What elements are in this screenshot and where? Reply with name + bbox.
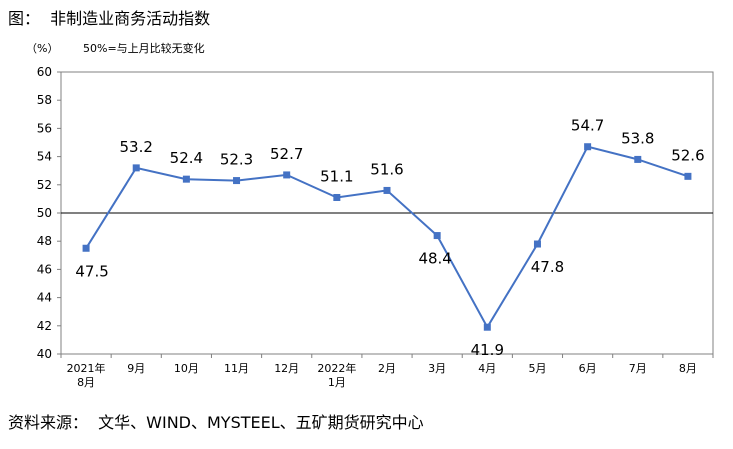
data-label: 54.7	[571, 117, 604, 135]
y-tick-label: 54	[37, 150, 52, 164]
x-tick-label: 8月	[679, 362, 697, 375]
data-point-marker	[233, 177, 241, 185]
data-label: 53.2	[120, 138, 153, 156]
data-label: 41.9	[471, 341, 504, 359]
y-tick-label: 50	[37, 206, 52, 220]
data-point-marker	[634, 155, 642, 163]
data-label: 52.7	[270, 145, 303, 163]
data-point-marker	[684, 172, 692, 180]
x-tick-label: 2月	[378, 362, 396, 375]
x-tick-label: 4月	[478, 362, 496, 375]
note-label: 50%=与上月比较无变化	[83, 41, 205, 55]
x-tick-label: 2021年 8月	[67, 361, 106, 389]
x-tick-label: 3月	[428, 362, 446, 375]
data-point-marker	[584, 143, 592, 151]
data-point-marker	[182, 175, 190, 183]
y-tick-label: 52	[37, 178, 52, 192]
data-label: 47.8	[531, 258, 564, 276]
data-label: 51.6	[370, 160, 403, 178]
data-point-marker	[383, 186, 391, 194]
data-point-marker	[433, 232, 441, 240]
data-point-marker	[132, 164, 140, 172]
data-label: 48.4	[418, 250, 451, 268]
y-tick-label: 58	[37, 93, 52, 107]
x-tick-label: 2022年 1月	[317, 361, 356, 389]
source-note: 资料来源： 文华、WIND、MYSTEEL、五矿期货研究中心	[8, 413, 424, 432]
data-point-marker	[483, 323, 491, 331]
y-tick-label: 40	[37, 347, 52, 361]
data-point-marker	[82, 244, 90, 252]
x-tick-label: 6月	[579, 362, 597, 375]
data-point-marker	[333, 193, 341, 201]
data-label: 51.1	[320, 167, 353, 185]
x-tick-label: 12月	[274, 362, 299, 375]
figure-title: 图： 非制造业商务活动指数	[8, 9, 211, 28]
x-tick-label: 5月	[528, 362, 546, 375]
y-tick-label: 60	[37, 65, 52, 79]
data-point-marker	[283, 171, 291, 179]
x-tick-label: 11月	[224, 362, 249, 375]
data-label: 47.5	[75, 262, 108, 280]
y-tick-label: 42	[37, 319, 52, 333]
data-label: 52.3	[220, 151, 253, 169]
y-tick-label: 44	[37, 291, 52, 305]
data-label: 52.4	[170, 149, 203, 167]
y-tick-label: 56	[37, 121, 52, 135]
y-tick-label: 46	[37, 262, 52, 276]
x-tick-label: 10月	[174, 362, 199, 375]
x-tick-label: 9月	[127, 362, 145, 375]
y-tick-label: 48	[37, 234, 52, 248]
x-tick-label: 7月	[629, 362, 647, 375]
data-label: 53.8	[621, 129, 654, 147]
data-label: 52.6	[671, 146, 704, 164]
y-unit-label: （%）	[26, 42, 58, 55]
data-point-marker	[533, 240, 541, 248]
